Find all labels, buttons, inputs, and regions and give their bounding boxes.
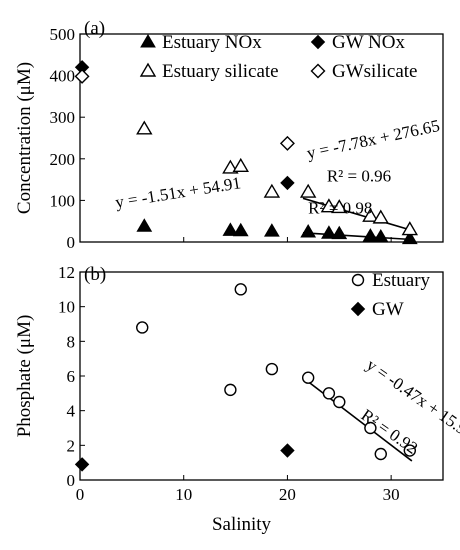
y-tick-label: 400 <box>50 67 76 86</box>
x-axis-label: Salinity <box>212 514 272 535</box>
trend-line <box>302 377 413 462</box>
legend-label: GW <box>372 299 404 320</box>
legend-label: GW NOx <box>332 32 406 53</box>
y-tick-label: 0 <box>67 233 76 252</box>
legend-marker <box>350 301 366 317</box>
y-tick-label: 10 <box>58 298 75 317</box>
data-point <box>333 395 346 409</box>
legend-marker <box>351 273 365 287</box>
trendline-equation: R² = 0.98 <box>308 199 372 218</box>
data-point <box>279 135 295 151</box>
data-point <box>74 68 90 84</box>
plot-frame <box>79 33 444 243</box>
data-point <box>364 421 377 435</box>
trend-line <box>302 232 412 241</box>
data-point <box>322 387 336 400</box>
trendline-equation: y = -1.51x + 54.91 <box>114 173 242 212</box>
y-tick-label: 500 <box>50 25 76 44</box>
data-point <box>280 175 295 191</box>
legend-label: GWsilicate <box>332 61 417 82</box>
y-tick-label: 300 <box>50 108 76 127</box>
x-tick-label: 10 <box>175 485 192 504</box>
legend-marker <box>310 34 326 50</box>
legend-marker <box>310 63 326 79</box>
data-point <box>263 183 281 198</box>
data-point <box>320 198 338 213</box>
y-tick-label: 2 <box>67 436 76 455</box>
panel-label: (b) <box>84 264 106 285</box>
data-point <box>362 228 379 242</box>
trendline-equation: R² = 0.96 <box>327 167 391 186</box>
data-point <box>401 221 419 236</box>
data-point <box>331 225 348 240</box>
data-point <box>232 157 249 172</box>
legend-marker <box>140 34 156 48</box>
data-point <box>234 283 247 296</box>
data-point <box>136 120 153 135</box>
data-point <box>401 230 418 245</box>
data-point <box>136 218 153 232</box>
data-point <box>362 207 379 222</box>
y-axis-label: Phosphate (μM) <box>14 315 35 438</box>
y-tick-label: 100 <box>50 191 76 210</box>
data-point <box>374 447 387 461</box>
y-tick-label: 8 <box>67 332 76 351</box>
data-point <box>224 383 237 397</box>
data-point <box>280 443 295 458</box>
y-tick-label: 200 <box>50 150 76 169</box>
data-point <box>321 225 337 239</box>
trendline-equation: y = -7.78x + 276.65 <box>305 116 441 163</box>
data-point <box>232 222 249 237</box>
y-axis-label: Concentration (μM) <box>14 62 35 214</box>
legend-label: Estuary silicate <box>162 61 279 82</box>
y-tick-label: 6 <box>67 367 76 386</box>
data-point <box>222 222 239 236</box>
data-point <box>372 209 389 224</box>
data-point <box>331 199 348 214</box>
data-point <box>372 229 389 243</box>
legend-label: Estuary <box>372 270 431 291</box>
x-tick-label: 30 <box>383 485 400 504</box>
data-point <box>403 444 417 457</box>
y-tick-label: 4 <box>67 402 76 421</box>
data-point <box>301 371 315 384</box>
trend-line <box>302 197 413 232</box>
x-tick-label: 20 <box>279 485 296 504</box>
data-point <box>299 183 317 198</box>
y-tick-label: 0 <box>67 471 76 490</box>
x-tick-label: 0 <box>76 485 85 504</box>
data-point <box>74 457 90 472</box>
panel-label: (a) <box>84 18 105 39</box>
data-point <box>265 362 279 376</box>
y-tick-label: 12 <box>58 263 75 282</box>
data-point <box>264 223 280 237</box>
data-point <box>136 321 149 334</box>
legend-label: Estuary NOx <box>162 32 262 53</box>
legend-marker <box>139 62 157 77</box>
data-point <box>300 224 317 238</box>
